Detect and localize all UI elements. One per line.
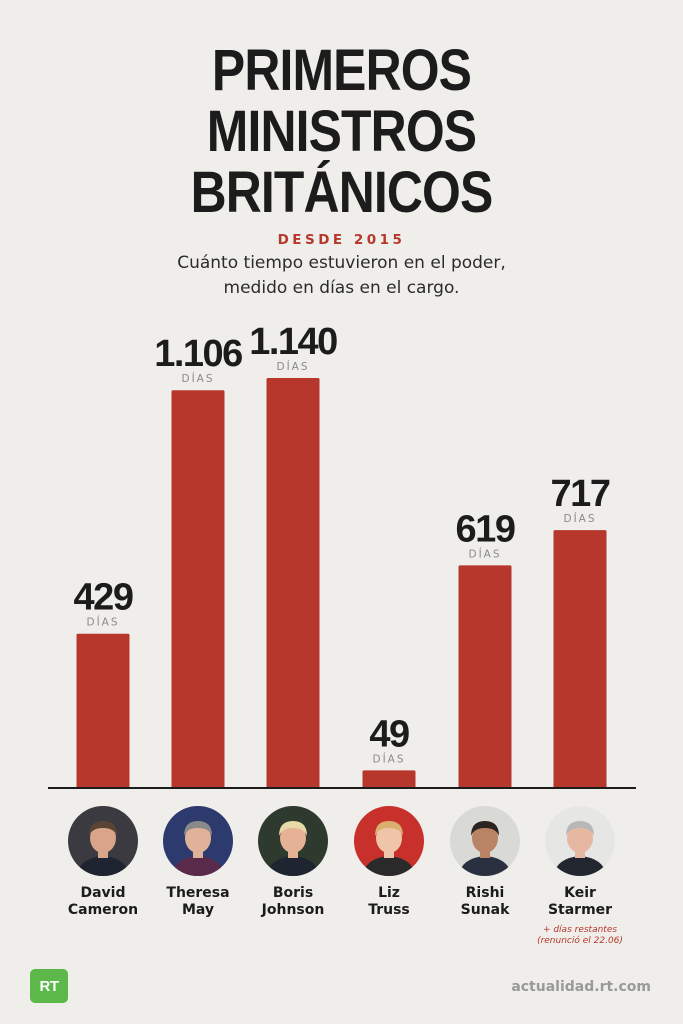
bar-unit-label-1: DÍAS <box>86 616 119 629</box>
person-4: Liz Truss <box>341 806 437 919</box>
avatar <box>450 806 520 876</box>
bar-3 <box>266 378 320 788</box>
avatar <box>163 806 233 876</box>
person-name-line: Rishi <box>465 885 505 901</box>
portrait-icon <box>458 821 512 876</box>
bar-unit-label-5: DÍAS <box>468 547 501 560</box>
portrait-icon <box>553 821 607 876</box>
bar-1 <box>76 633 130 788</box>
person-name-line: Starmer <box>547 902 613 918</box>
bar-value-label-4: 49 <box>369 713 409 755</box>
person-name-line: Theresa <box>166 885 230 901</box>
rt-logo[interactable]: RT <box>30 969 68 1003</box>
avatar <box>354 806 424 876</box>
person-1: David Cameron <box>55 806 151 919</box>
person-3: Boris Johnson <box>245 806 341 919</box>
person-name-line: Keir <box>564 885 596 901</box>
person-name-line: Liz <box>378 885 400 901</box>
bar-2 <box>171 390 225 788</box>
avatar <box>258 806 328 876</box>
prime-ministers-row: David Cameron Theresa May Boris Johnson Liz Tru… <box>0 806 683 956</box>
portrait-icon <box>171 821 225 876</box>
bar-unit-label-6: DÍAS <box>563 512 596 525</box>
person-name: David Cameron <box>55 885 151 919</box>
bar-value-label-6: 717 <box>551 473 610 515</box>
title-line-2: MINISTROS <box>206 99 477 164</box>
person-note-line: + días restantes <box>542 925 618 935</box>
bar-value-label-1: 429 <box>74 577 133 619</box>
person-name-line: May <box>181 902 215 918</box>
person-name-line: David <box>80 885 126 901</box>
person-note-line: (renunció el 22.06) <box>537 936 623 946</box>
site-link[interactable]: actualidad.rt.com <box>511 979 651 995</box>
bar-unit-label-4: DÍAS <box>372 752 405 765</box>
bar-value-label-5: 619 <box>456 508 515 550</box>
person-name: Rishi Sunak <box>437 885 533 919</box>
bar-value-label-3: 1.140 <box>249 321 337 363</box>
bar-chart: 429DÍAS1.106DÍAS1.140DÍAS49DÍAS619DÍAS71… <box>48 321 636 789</box>
bar-value-label-2: 1.106 <box>154 333 242 375</box>
person-name: Boris Johnson <box>245 885 341 919</box>
person-name-line: Johnson <box>261 902 325 918</box>
bar-5 <box>458 565 512 788</box>
bar-6 <box>553 530 607 788</box>
portrait-icon <box>266 821 320 876</box>
bar-unit-label-3: DÍAS <box>276 360 309 373</box>
person-6: Keir Starmer + días restantes (renunció el … <box>532 806 628 947</box>
person-2: Theresa May <box>150 806 246 919</box>
subtitle-line-2: medido en días en el cargo. <box>223 278 460 298</box>
subtitle-line-1: Cuánto tiempo estuvieron en el poder, <box>177 253 506 273</box>
person-name-line: Sunak <box>460 902 510 918</box>
person-name: Liz Truss <box>341 885 437 919</box>
avatar <box>68 806 138 876</box>
person-name-line: Truss <box>368 902 410 918</box>
bar-4 <box>362 770 416 788</box>
title-line-3: BRITÁNICOS <box>190 160 494 225</box>
bar-unit-label-2: DÍAS <box>181 372 214 385</box>
title-line-1: PRIMEROS <box>211 38 472 103</box>
subtitle-tag: DESDE 2015 <box>277 232 406 248</box>
subtitle: Cuánto tiempo estuvieron en el poder, me… <box>0 251 683 301</box>
person-note: + días restantes (renunció el 22.06) <box>532 925 628 947</box>
person-name-line: Cameron <box>67 902 139 918</box>
portrait-icon <box>76 821 130 876</box>
person-name: Keir Starmer <box>532 885 628 919</box>
person-5: Rishi Sunak <box>437 806 533 919</box>
person-name: Theresa May <box>150 885 246 919</box>
avatar <box>545 806 615 876</box>
portrait-icon <box>362 821 416 876</box>
page-title: PRIMEROS MINISTROS BRITÁNICOS <box>48 40 635 223</box>
person-name-line: Boris <box>272 885 314 901</box>
